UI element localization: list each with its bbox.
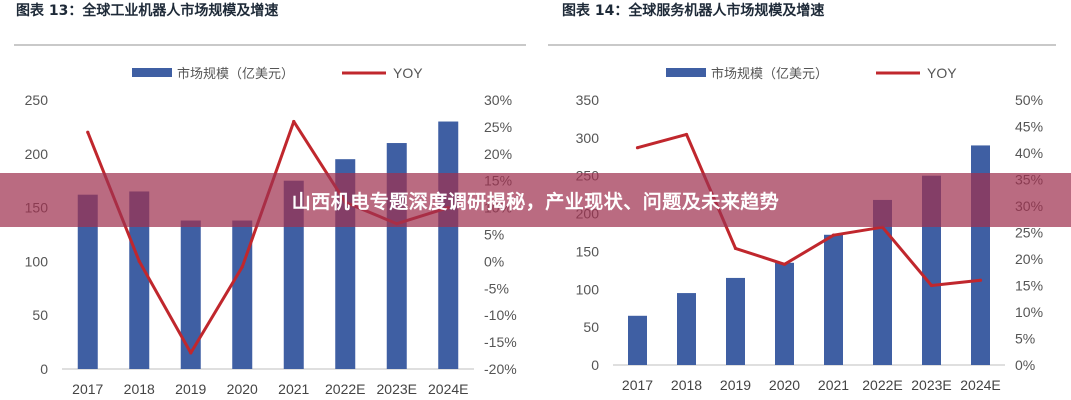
x-tick-label: 2017 — [72, 381, 103, 397]
y-left-tick-label: 0 — [591, 357, 599, 373]
y-right-tick-label: -5% — [484, 280, 509, 296]
y-right-tick-label: 20% — [484, 146, 512, 162]
bar — [129, 191, 150, 369]
x-tick-label: 2018 — [671, 377, 702, 393]
y-left-tick-label: 150 — [576, 243, 600, 259]
bar — [77, 194, 98, 369]
x-tick-label: 2019 — [175, 381, 206, 397]
yoy-point — [782, 262, 787, 266]
bar — [438, 121, 459, 370]
y-right-tick-label: 0% — [484, 253, 504, 269]
y-right-tick-label: -15% — [484, 334, 517, 350]
y-left-tick-label: 50 — [583, 319, 599, 335]
y-right-tick-label: 25% — [1015, 225, 1043, 241]
bar — [824, 234, 843, 365]
bar — [873, 199, 892, 365]
legend-bar-label: 市场规模（亿美元） — [711, 66, 828, 81]
y-right-tick-label: 5% — [1015, 331, 1035, 347]
y-right-tick-label: 20% — [1015, 251, 1043, 267]
y-right-tick-label: 30% — [484, 92, 512, 108]
bar — [775, 262, 794, 365]
yoy-point — [684, 132, 689, 137]
chart-13-title: 图表 13：全球工业机器人市场规模及增速 — [16, 3, 279, 19]
y-right-tick-label: 10% — [1015, 304, 1043, 320]
y-left-tick-label: 0 — [40, 361, 48, 377]
y-right-tick-label: 15% — [1015, 278, 1043, 294]
legend-line-label: YOY — [393, 65, 423, 81]
yoy-point — [292, 119, 296, 124]
x-tick-label: 2018 — [124, 381, 155, 397]
chart-13-title-rule — [14, 44, 526, 46]
x-tick-label: 2019 — [720, 377, 751, 393]
yoy-point — [86, 130, 90, 134]
x-tick-label: 2020 — [769, 377, 800, 393]
y-left-tick-label: 350 — [576, 92, 600, 108]
x-tick-label: 2022E — [862, 377, 902, 393]
y-right-tick-label: 0% — [1015, 357, 1035, 373]
yoy-line — [637, 132, 981, 287]
bar — [677, 293, 696, 365]
headline-text: 山西机电专题深度调研揭秘，产业现状、问题及未来趋势 — [291, 190, 780, 213]
x-tick-label: 2021 — [278, 381, 309, 397]
yoy-point — [635, 146, 640, 150]
yoy-point — [929, 283, 934, 288]
y-left-tick-label: 100 — [25, 253, 49, 269]
bar — [726, 277, 745, 365]
y-right-tick-label: -10% — [484, 307, 517, 323]
headline-banner: 山西机电专题深度调研揭秘，产业现状、问题及未来趋势 — [0, 173, 1071, 227]
bar — [232, 220, 253, 369]
y-right-tick-label: 45% — [1015, 119, 1043, 135]
bar — [180, 220, 201, 369]
y-left-tick-label: 300 — [576, 130, 600, 146]
yoy-point — [978, 278, 983, 282]
yoy-point — [831, 233, 836, 237]
legend-bar-swatch — [666, 68, 706, 77]
x-tick-label: 2021 — [818, 377, 849, 393]
x-tick-label: 2024E — [428, 381, 468, 397]
y-right-tick-label: 50% — [1015, 92, 1043, 108]
legend-bar-swatch — [132, 68, 172, 77]
chart-14-title-rule — [548, 44, 1056, 46]
x-tick-label: 2020 — [227, 381, 258, 397]
y-left-tick-label: 250 — [25, 92, 49, 108]
bar — [628, 315, 647, 365]
x-tick-label: 2023E — [377, 381, 417, 397]
yoy-point — [137, 259, 141, 263]
x-tick-label: 2023E — [911, 377, 951, 393]
chart-14-title: 图表 14：全球服务机器人市场规模及增速 — [562, 3, 825, 19]
y-right-tick-label: 40% — [1015, 145, 1043, 161]
y-left-tick-label: 200 — [25, 146, 49, 162]
yoy-point — [240, 265, 244, 269]
legend-bar-label: 市场规模（亿美元） — [177, 66, 294, 81]
yoy-point — [733, 246, 738, 250]
y-right-tick-label: -20% — [484, 361, 517, 377]
y-left-tick-label: 50 — [32, 307, 48, 323]
y-left-tick-label: 100 — [576, 281, 600, 297]
x-tick-label: 2022E — [325, 381, 365, 397]
x-tick-label: 2017 — [622, 377, 653, 393]
x-tick-label: 2024E — [960, 377, 1000, 393]
yoy-point — [189, 351, 193, 355]
y-right-tick-label: 25% — [484, 119, 512, 135]
y-right-tick-label: 5% — [484, 227, 504, 243]
legend-line-label: YOY — [927, 65, 957, 81]
bar — [283, 180, 304, 369]
